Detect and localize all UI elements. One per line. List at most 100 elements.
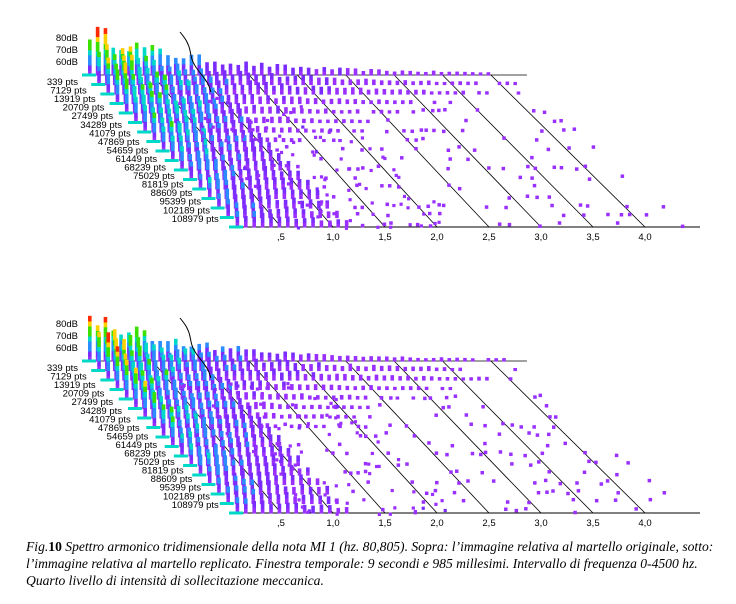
- spectrum-peak: [159, 112, 164, 118]
- spectrum-peak: [260, 508, 265, 514]
- spectrum-dot: [583, 450, 587, 455]
- spectrum-peak: [400, 100, 405, 105]
- spectrum-peak: [171, 436, 175, 443]
- spectrum-peak: [201, 360, 205, 367]
- spectrum-peak: [300, 200, 305, 209]
- slice-label: 41079 pts: [89, 128, 131, 139]
- spectrum-peak: [263, 412, 268, 419]
- spectrum-dot: [251, 128, 255, 132]
- spectrum-peak: [186, 418, 190, 424]
- spectrum-dot: [299, 450, 303, 454]
- spectrum-peak: [237, 451, 242, 457]
- spectrum-peak: [204, 153, 209, 160]
- spectrum-dot: [447, 405, 451, 409]
- spectrum-peak: [88, 49, 92, 56]
- spectrum-peak: [106, 68, 111, 74]
- spectrum-dot: [396, 185, 401, 189]
- spectrum-peak: [235, 216, 240, 223]
- spectrum-peak: [88, 335, 92, 342]
- spectrum-peak: [387, 365, 392, 372]
- spectrum-dot: [424, 128, 428, 132]
- spectrum-peak: [411, 81, 415, 86]
- spectrum-peak: [209, 371, 213, 377]
- spectrum-peak: [300, 108, 304, 114]
- spectrum-peak: [161, 131, 166, 137]
- spectrum-peak: [252, 501, 257, 508]
- spectrum-peak: [143, 380, 147, 387]
- spectrum-peak: [226, 423, 231, 429]
- spectrum-dot: [430, 108, 435, 113]
- spectrum-dot: [469, 422, 473, 426]
- spectrum-dot: [253, 184, 258, 188]
- spectrum-peak: [355, 395, 360, 400]
- spectrum-peak: [196, 381, 201, 387]
- spectrum-dot: [360, 136, 365, 140]
- spectrum-peak: [222, 365, 227, 372]
- spectrum-peak: [296, 128, 300, 133]
- spectrum-peak: [273, 177, 277, 184]
- spectrum-peak: [167, 66, 172, 72]
- spectrum-peak: [179, 372, 183, 379]
- spectrum-peak: [223, 169, 228, 176]
- spectrum-peak: [128, 46, 133, 52]
- spectrum-peak: [339, 110, 344, 114]
- spectrum-dot: [286, 182, 291, 186]
- spectrum-dot: [441, 129, 446, 134]
- spectrum-peak: [302, 508, 307, 514]
- trace-line: [179, 31, 212, 93]
- spectrum-dot: [277, 427, 281, 431]
- spectrum-peak: [326, 405, 330, 410]
- spectrum-dot: [334, 484, 338, 488]
- spectrum-dot: [373, 434, 378, 438]
- spectrum-peak: [245, 158, 250, 165]
- spectrum-peak: [213, 61, 217, 67]
- spectrum-peak: [161, 136, 166, 142]
- spectrum-peak: [235, 211, 240, 217]
- spectrum-peak: [242, 380, 247, 386]
- spectrum-peak: [304, 128, 308, 133]
- spectrum-peak: [217, 193, 221, 199]
- spectrum-dot: [533, 395, 537, 399]
- spectrum-peak: [214, 164, 218, 170]
- spectrum-peak: [269, 366, 274, 372]
- spectrum-peak: [301, 209, 306, 214]
- spectrum-dot: [383, 156, 387, 161]
- spectrum-peak: [251, 207, 256, 214]
- spectrum-dot: [412, 434, 417, 438]
- spectrum-peak: [189, 443, 194, 450]
- spectrum-dot: [546, 147, 551, 152]
- spectrum-peak: [197, 450, 202, 457]
- spectrum-peak: [130, 64, 134, 71]
- spectrum-peak: [229, 442, 233, 448]
- spectrum-dot: [519, 425, 523, 429]
- spectrum-dot: [535, 433, 540, 437]
- spectrum-peak: [424, 71, 428, 76]
- spectrum-peak: [119, 334, 123, 341]
- spectrum-peak: [197, 64, 202, 71]
- spectrum-peak: [255, 174, 259, 181]
- spectrum-peak: [106, 332, 111, 338]
- spectrum-dot: [538, 393, 543, 398]
- spectrum-dot: [316, 215, 320, 219]
- spectrum-peak: [301, 364, 305, 372]
- spectrum-peak: [158, 59, 162, 66]
- spectrum-peak: [306, 67, 311, 76]
- spectrum-peak: [219, 146, 224, 152]
- spectrum-peak: [197, 349, 202, 356]
- spectrum-peak: [155, 76, 159, 83]
- spectrum-peak: [250, 199, 255, 205]
- spectrum-peak: [264, 177, 269, 184]
- spectrum-peak: [458, 81, 463, 86]
- spectrum-peak: [194, 135, 198, 142]
- spectrum-peak: [152, 59, 156, 66]
- x-tick-label: 3,0: [534, 232, 547, 243]
- spectrum-dot: [558, 481, 563, 486]
- spectrum-peak: [276, 498, 281, 505]
- spectrum-peak: [197, 343, 202, 351]
- spectrum-peak: [366, 119, 370, 124]
- spectrum-peak: [128, 340, 133, 346]
- spectrum-peak: [210, 374, 215, 380]
- spectrum-peak: [317, 77, 321, 86]
- spectrum-peak: [226, 497, 230, 505]
- spectrum-dot: [571, 497, 576, 502]
